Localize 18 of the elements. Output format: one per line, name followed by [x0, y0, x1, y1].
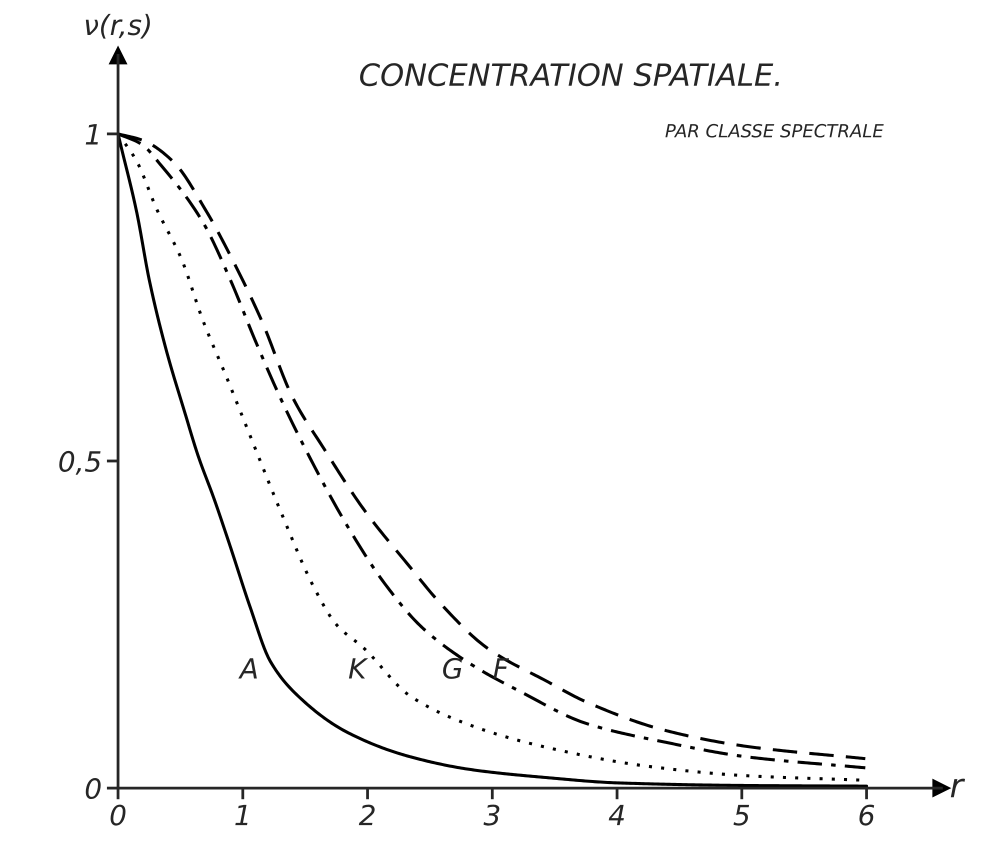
y-tick-label: 1 [86, 124, 98, 144]
x-tick-label: 6 [859, 804, 874, 826]
series-label: F [494, 658, 510, 679]
series-label: A [238, 658, 257, 679]
y-tick-label: 0 [86, 778, 101, 800]
y-axis-title: ν(r,s) [86, 14, 150, 39]
x-tick-label: 1 [235, 804, 248, 826]
chart-title: CONCENTRATION SPATIALE. [360, 63, 779, 86]
x-axis-title: r [950, 778, 966, 798]
x-tick-label: 2 [358, 804, 375, 826]
y-tick-label: 0,5 [59, 450, 101, 475]
text: PAR CLASSE SPECTRALE [665, 124, 884, 138]
x-tick-label: 0 [110, 804, 126, 826]
x-tick-label: 5 [734, 804, 750, 826]
x-tick-label: 3 [484, 804, 500, 826]
x-tick-label: 4 [608, 804, 624, 826]
series-label: G [443, 658, 462, 679]
series-label: K [348, 658, 368, 679]
